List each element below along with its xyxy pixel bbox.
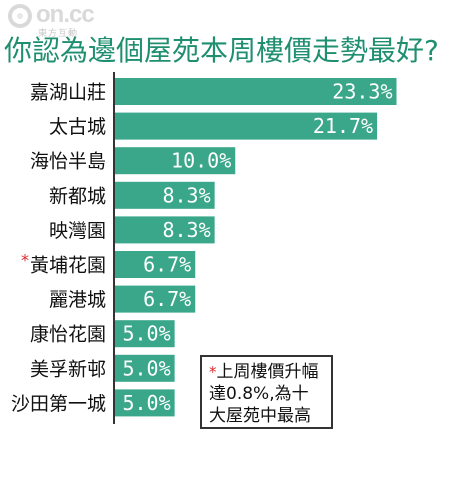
category-label: 海怡半島 — [30, 151, 106, 173]
bar-value-label: 8.3% — [162, 218, 210, 242]
oncc-logo: on.cc 東方互動 — [8, 1, 118, 39]
logo-subtitle: 東方互動 — [38, 29, 79, 39]
bar-value-label: 6.7% — [143, 253, 191, 277]
logo-ring-icon — [8, 4, 32, 28]
annotation-line-1: 上周樓價升幅 — [216, 362, 319, 382]
category-label: 沙田第一城 — [11, 393, 106, 415]
bar-8 — [114, 354, 175, 382]
bar-4 — [114, 216, 215, 244]
bar-2 — [114, 147, 236, 175]
category-label: 美孚新邨 — [30, 358, 106, 380]
bar-7 — [114, 320, 175, 348]
annotation-box: *上周樓價升幅 達0.8%,為十 大屋苑中最高 — [200, 355, 333, 429]
bar-value-label: 6.7% — [143, 287, 191, 311]
bar-value-label: 21.7% — [313, 114, 373, 138]
bar-value-label: 5.0% — [122, 356, 170, 380]
category-label: 麗港城 — [49, 289, 106, 311]
annotation-line-3: 大屋苑中最高 — [209, 406, 311, 426]
category-label: 黃埔花園 — [30, 255, 106, 277]
category-marker: * — [21, 251, 29, 270]
category-label: 太古城 — [49, 116, 106, 138]
bar-0 — [114, 78, 397, 105]
category-label: 嘉湖山莊 — [30, 82, 106, 104]
bar-9 — [114, 389, 175, 417]
bar-value-label: 8.3% — [162, 183, 210, 207]
category-label: 新都城 — [49, 185, 106, 207]
bar-6 — [114, 285, 196, 313]
category-label: 康怡花園 — [30, 324, 106, 346]
bar-value-label: 10.0% — [171, 149, 231, 173]
bar-1 — [114, 112, 378, 140]
bar-5 — [114, 251, 196, 278]
category-label: 映灣園 — [49, 220, 106, 242]
bar-value-label: 5.0% — [122, 391, 170, 415]
annotation-line-2: 達0.8%,為十 — [209, 384, 309, 404]
annotation-marker: * — [209, 363, 217, 381]
bar-value-label: 5.0% — [122, 322, 170, 346]
bar-value-label: 23.3% — [332, 80, 392, 104]
bar-3 — [114, 181, 215, 209]
logo-brand: on.cc — [36, 1, 95, 28]
chart-title: 你認為邊個屋苑本周樓價走勢最好? — [4, 34, 439, 67]
